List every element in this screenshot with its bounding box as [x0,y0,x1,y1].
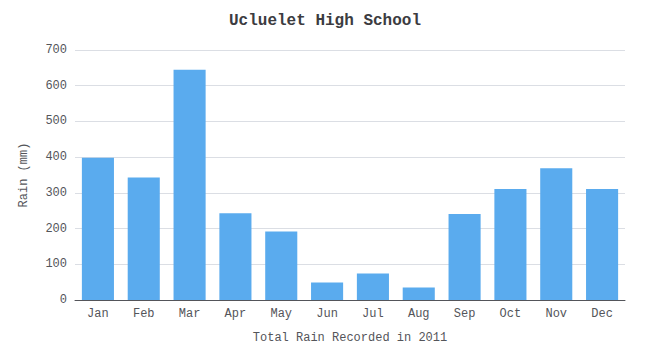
svg-text:Jun: Jun [316,307,338,321]
svg-text:500: 500 [45,114,67,128]
svg-text:Total Rain Recorded in 2011: Total Rain Recorded in 2011 [253,331,447,345]
svg-text:May: May [270,307,292,321]
svg-text:Jul: Jul [362,307,384,321]
svg-text:Rain (mm): Rain (mm) [17,143,31,208]
svg-text:700: 700 [45,43,67,57]
svg-text:Jan: Jan [87,307,109,321]
svg-text:Dec: Dec [591,307,613,321]
svg-text:300: 300 [45,186,67,200]
svg-text:200: 200 [45,222,67,236]
svg-text:Ucluelet High School: Ucluelet High School [229,12,421,30]
svg-text:Apr: Apr [225,307,247,321]
svg-text:Aug: Aug [408,307,430,321]
svg-text:0: 0 [60,293,67,307]
svg-text:600: 600 [45,79,67,93]
svg-text:Oct: Oct [500,307,522,321]
svg-text:Nov: Nov [545,307,567,321]
svg-text:Sep: Sep [454,307,476,321]
svg-text:400: 400 [45,150,67,164]
svg-text:Mar: Mar [179,307,201,321]
svg-text:Feb: Feb [133,307,155,321]
svg-text:100: 100 [45,257,67,271]
